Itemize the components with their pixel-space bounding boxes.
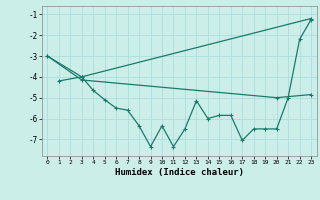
X-axis label: Humidex (Indice chaleur): Humidex (Indice chaleur) <box>115 168 244 177</box>
